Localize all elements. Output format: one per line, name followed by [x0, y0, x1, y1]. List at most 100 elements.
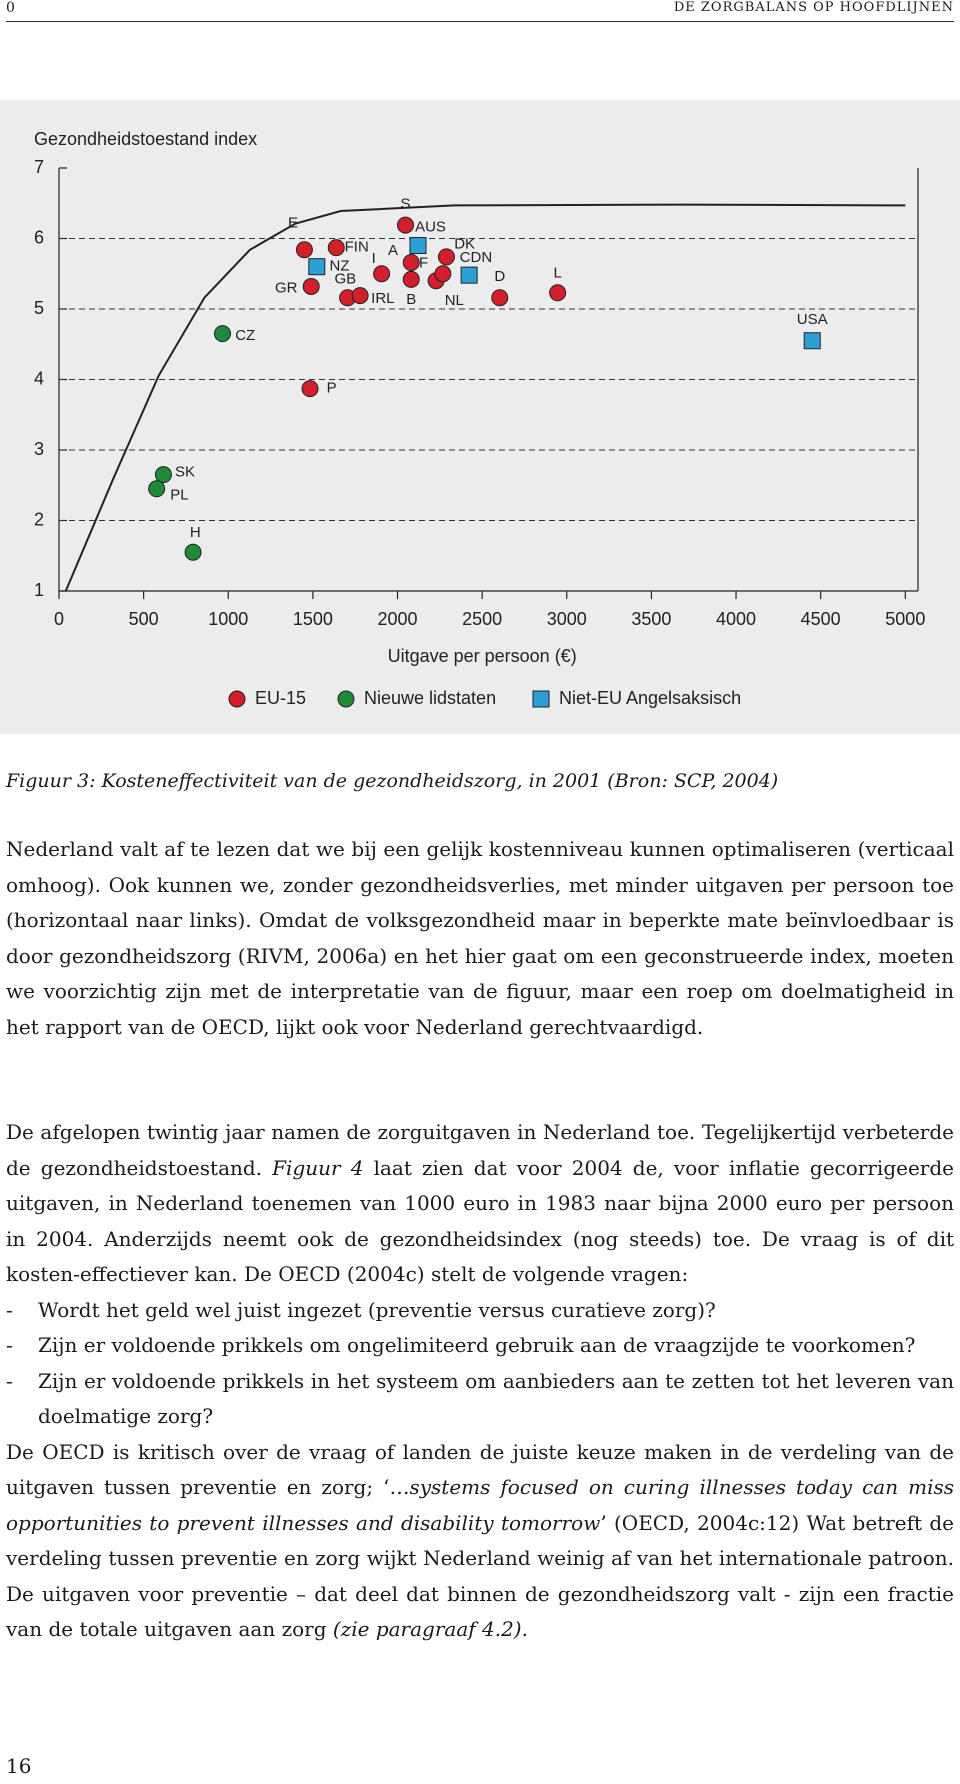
text-run: (zie paragraaf 4.2).: [332, 1617, 528, 1641]
y-tick-label: 1: [34, 580, 44, 600]
x-axis-title: Uitgave per persoon (€): [388, 646, 577, 666]
bullet-list: - Wordt het geld wel juist ingezet (preve…: [6, 1293, 954, 1435]
x-tick-label: 1500: [293, 609, 333, 629]
frontier-curve: [64, 203, 906, 592]
running-header: 0 DE ZORGBALANS OP HOOFDLIJNEN: [6, 0, 954, 22]
y-tick-label: 5: [34, 298, 44, 318]
point-label: GB: [334, 271, 356, 288]
point-label: DK: [454, 235, 475, 252]
point-label: E: [288, 215, 298, 232]
point-label: IRL: [371, 290, 394, 307]
data-point: [184, 543, 202, 561]
bullet-item: - Zijn er voldoende prikkels in het syste…: [6, 1364, 954, 1435]
point-label: FIN: [345, 239, 369, 256]
point-label: USA: [797, 311, 828, 328]
bullet-text: Zijn er voldoende prikkels om ongelimite…: [38, 1333, 916, 1357]
data-point: [154, 466, 172, 484]
y-tick-label: 6: [34, 227, 44, 247]
data-point: [351, 287, 369, 305]
legend-label: Niet-EU Angelsaksisch: [559, 688, 741, 708]
data-point: [402, 253, 420, 271]
x-tick-label: 4500: [801, 609, 841, 629]
bullet-marker: -: [6, 1368, 13, 1393]
x-tick-label: 2000: [377, 609, 417, 629]
point-label: SK: [175, 463, 195, 480]
data-point: [434, 265, 452, 283]
point-label: CZ: [235, 327, 255, 344]
data-point: [302, 277, 320, 295]
paragraph: De OECD is kritisch over de vraag of lan…: [6, 1435, 954, 1648]
x-tick-label: 4000: [716, 609, 756, 629]
point-label: NL: [445, 292, 464, 309]
point-label: AUS: [415, 218, 446, 235]
legend-swatch: [228, 690, 246, 708]
chart: Gezondheidstoestand index Uitgave per per…: [0, 100, 960, 734]
bullet-item: - Wordt het geld wel juist ingezet (preve…: [6, 1293, 954, 1329]
y-tick-label: 3: [34, 439, 44, 459]
data-point: [409, 237, 427, 255]
text-block: De afgelopen twintig jaar namen de zorgu…: [6, 1115, 954, 1648]
point-label: L: [553, 264, 561, 281]
header-title: DE ZORGBALANS OP HOOFDLIJNEN: [673, 0, 954, 15]
y-axis-title: Gezondheidstoestand index: [34, 129, 257, 149]
data-point: [148, 480, 166, 498]
text-run: …systems focused on curing illnesses tod…: [6, 1475, 954, 1535]
point-label: S: [400, 196, 410, 213]
header-page: 0: [6, 0, 15, 16]
bullet-marker: -: [6, 1333, 13, 1357]
figure-caption: Figuur 3: Kosteneffectiviteit van de gez…: [6, 770, 779, 792]
data-point: [491, 289, 509, 307]
data-point: [402, 270, 420, 288]
legend-label: Nieuwe lidstaten: [364, 688, 496, 708]
legend-swatch: [337, 690, 355, 708]
x-tick-label: 1000: [208, 609, 248, 629]
point-label: H: [190, 524, 201, 541]
data-point: [437, 248, 455, 266]
text-run: Figuur 4: [272, 1155, 364, 1180]
point-label: GR: [275, 280, 298, 297]
bullet-marker: -: [6, 1297, 13, 1322]
data-point: [327, 239, 345, 257]
text-run: De afgelopen twintig jaar namen de zorgu…: [6, 1120, 954, 1180]
point-label: P: [327, 380, 337, 397]
y-tick-label: 7: [34, 157, 44, 177]
paragraph: Nederland valt af te lezen dat we bij ee…: [6, 837, 954, 1039]
text-run: ’ (OECD, 2004c:12) Wat betreft de verdel…: [6, 1510, 955, 1642]
x-tick-label: 0: [54, 609, 64, 629]
point-label: D: [494, 268, 505, 285]
text-run: laat zien dat voor 2004 de, voor inflati…: [6, 1155, 954, 1287]
data-point: [308, 258, 326, 276]
x-tick-label: 3500: [631, 609, 671, 629]
chart-background: [0, 100, 960, 734]
page-number: 16: [6, 1754, 32, 1778]
point-label: NZ: [330, 258, 350, 275]
y-tick-label: 2: [34, 509, 44, 529]
point-label: F: [419, 254, 428, 271]
text-block: Nederland valt af te lezen dat we bij ee…: [6, 832, 954, 1045]
data-point: [301, 380, 319, 398]
y-tick-label: 4: [34, 368, 44, 388]
x-tick-label: 5000: [885, 609, 925, 629]
x-tick-label: 3000: [547, 609, 587, 629]
x-tick-label: 2500: [462, 609, 502, 629]
data-point: [803, 332, 821, 350]
x-tick-label: 500: [129, 609, 159, 629]
legend-label: EU-15: [255, 688, 306, 708]
point-label: B: [406, 291, 416, 308]
bullet-text: Wordt het geld wel juist ingezet (preven…: [38, 1297, 716, 1322]
point-label: I: [372, 250, 376, 267]
text-run: De OECD is kritisch over de vraag of lan…: [6, 1439, 954, 1500]
data-point: [295, 241, 313, 259]
bullet-item: - Zijn er voldoende prikkels om ongelimit…: [6, 1328, 954, 1364]
point-label: PL: [170, 487, 188, 504]
legend-swatch: [532, 690, 550, 708]
data-point: [549, 284, 567, 302]
data-point: [214, 325, 232, 343]
point-label: A: [388, 242, 398, 259]
paragraph: De afgelopen twintig jaar namen de zorgu…: [6, 1115, 954, 1293]
point-label: CDN: [460, 249, 493, 266]
data-point: [373, 265, 391, 283]
data-point: [396, 216, 414, 234]
bullet-text: Zijn er voldoende prikkels in het systee…: [38, 1368, 954, 1429]
